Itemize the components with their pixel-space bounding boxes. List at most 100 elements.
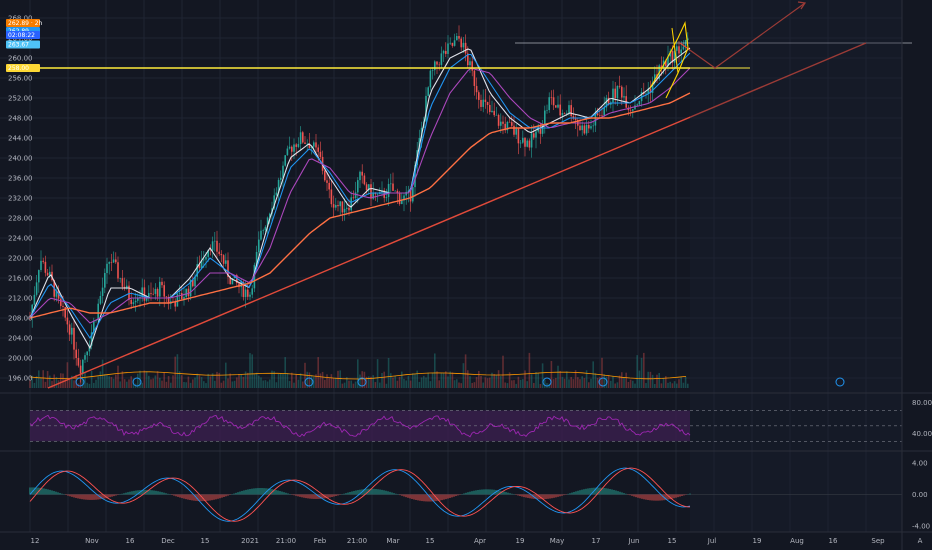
macd-histogram-bar (447, 494, 449, 499)
price-tick-label: 200.00 (8, 355, 33, 363)
timezone-label[interactable]: A (918, 537, 923, 545)
volume-bar (500, 375, 502, 388)
candle-body (189, 279, 192, 297)
candle-body (449, 42, 451, 44)
volume-bar (645, 383, 647, 388)
candle-body (335, 204, 337, 208)
candle-body (99, 295, 102, 304)
volume-bar (579, 379, 581, 388)
candle-body (588, 124, 590, 129)
candle-body (249, 294, 251, 297)
trend-line[interactable] (47, 42, 867, 389)
volume-bar (222, 380, 225, 388)
macd-histogram-bar (335, 494, 337, 497)
volume-bar (209, 376, 212, 388)
event-marker-icon[interactable] (357, 377, 367, 387)
volume-bar (636, 355, 638, 388)
macd-histogram-bar (35, 487, 37, 495)
candle-body (302, 132, 304, 143)
macd-histogram-bar (439, 494, 441, 501)
candle-body (293, 144, 295, 152)
volume-bar (574, 370, 577, 388)
macd-histogram-bar (349, 491, 351, 495)
volume-bar (319, 373, 322, 388)
event-marker-icon[interactable] (132, 377, 142, 387)
candle-body (414, 165, 416, 188)
price-tick-label: 244.00 (8, 135, 33, 143)
price-tick-label: 212.00 (8, 295, 33, 303)
macd-histogram-bar (405, 494, 407, 498)
time-tick-label: 15 (426, 537, 435, 545)
macd-histogram-bar (623, 493, 625, 495)
volume-bar (526, 381, 528, 388)
macd-histogram-bar (499, 490, 501, 495)
macd-histogram-bar (221, 494, 223, 498)
macd-histogram-bar (203, 494, 205, 502)
macd-histogram-bar (411, 494, 413, 499)
macd-histogram-bar (557, 494, 559, 497)
macd-histogram-bar (37, 487, 39, 495)
volume-bar (552, 379, 555, 388)
candle-body (680, 49, 682, 54)
macd-histogram-bar (555, 494, 557, 498)
volume-bar (440, 373, 443, 388)
candle-body (275, 192, 278, 196)
volume-bar (405, 380, 407, 388)
macd-histogram-bar (363, 489, 365, 495)
candle-body (436, 61, 438, 65)
rsi-tick-label: 40.00 (912, 430, 932, 438)
volume-bar (517, 376, 520, 388)
macd-histogram-bar (525, 494, 527, 498)
macd-histogram-bar (547, 494, 549, 499)
volume-bar (262, 380, 264, 388)
macd-histogram-bar (315, 494, 317, 499)
macd-axis[interactable]: 4.00 0.00 -4.00 (912, 459, 930, 530)
macd-histogram-bar (133, 490, 135, 495)
volume-bar (632, 380, 634, 388)
macd-histogram-bar (625, 493, 627, 495)
candle-body (526, 140, 528, 147)
volume-bar (495, 375, 498, 388)
volume-bar (431, 372, 434, 388)
price-tick-label: 220.00 (8, 255, 33, 263)
time-axis[interactable]: 12 Nov 16 Dec 15 2021 21:00 Feb 21:00 Mar 15 Apr 19 M… (31, 537, 886, 545)
event-marker-icon[interactable] (542, 377, 552, 387)
candle-body (559, 104, 561, 116)
candle-body (207, 249, 209, 257)
ema-mid-line (29, 52, 691, 340)
volume-bar (412, 373, 414, 388)
macd-histogram-bar (617, 491, 619, 495)
volume-bar (372, 375, 374, 388)
rsi-axis[interactable]: 80.00 40.00 (912, 399, 932, 438)
volume-bar (561, 376, 564, 388)
volume-bar (361, 371, 363, 388)
candle-body (438, 64, 440, 66)
candle-body (29, 318, 31, 319)
candle-body (236, 275, 238, 284)
ema-slow-line (29, 67, 691, 324)
candle-body (319, 151, 322, 157)
volume-bar (511, 380, 513, 388)
candle-body (464, 42, 467, 54)
event-marker-icon[interactable] (835, 377, 845, 387)
macd-histogram-bar (353, 490, 355, 495)
macd-histogram-bar (601, 487, 603, 495)
macd-histogram-bar (437, 494, 439, 501)
macd-histogram-bar (217, 494, 219, 499)
projection-path[interactable] (679, 2, 806, 69)
rsi-pane (29, 410, 902, 442)
candle-body (541, 125, 544, 134)
price-tick-label: 268.00 (8, 15, 33, 23)
event-marker-icon[interactable] (75, 377, 85, 387)
candle-body (183, 297, 185, 300)
macd-histogram-bar (409, 494, 411, 499)
volume-bar (108, 376, 110, 388)
volume-bar (682, 382, 685, 388)
event-marker-icon[interactable] (304, 377, 314, 387)
volume-bar (365, 376, 368, 388)
event-marker-icon[interactable] (598, 377, 608, 387)
macd-histogram-bar (415, 494, 417, 500)
candle-body (484, 99, 487, 102)
